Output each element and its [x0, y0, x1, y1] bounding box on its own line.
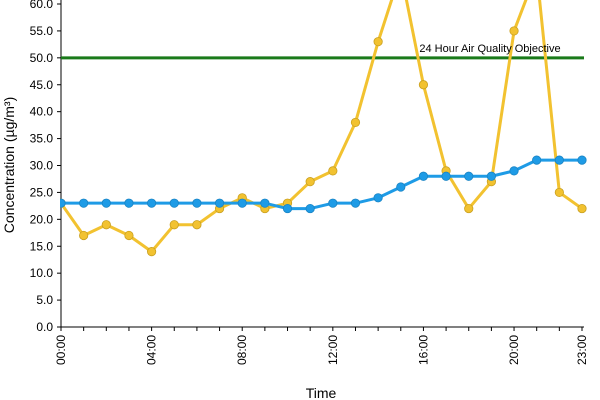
data-point	[237, 198, 247, 208]
y-tick-label: 50.0	[30, 51, 54, 65]
data-point	[101, 198, 111, 208]
y-tick-label: 20.0	[30, 212, 54, 226]
y-tick-label: 45.0	[30, 78, 54, 92]
data-point	[282, 203, 293, 214]
y-tick-label: 25.0	[30, 185, 54, 199]
data-point	[260, 198, 270, 208]
y-tick-label: 10.0	[30, 266, 54, 280]
data-point	[214, 198, 225, 208]
data-point	[532, 155, 542, 165]
x-axis-ticks: 00:00 04:00 08:00 12:00 16:00 20:00 23:00	[54, 327, 589, 365]
series-layer	[60, 0, 587, 257]
y-tick-label: 30.0	[30, 159, 54, 173]
data-point	[169, 198, 179, 208]
data-point	[79, 198, 89, 208]
data-point	[373, 37, 383, 47]
x-tick-label: 20:00	[507, 335, 521, 365]
data-point	[101, 220, 111, 230]
data-point	[147, 247, 157, 257]
y-tick-label: 15.0	[30, 239, 54, 253]
data-point	[124, 230, 134, 241]
y-tick-label: 5.0	[36, 293, 53, 307]
data-point	[418, 171, 429, 181]
y-tick-label: 40.0	[30, 105, 54, 119]
data-point	[396, 182, 406, 192]
data-point	[509, 166, 519, 176]
data-point	[79, 230, 89, 241]
data-point	[192, 198, 202, 208]
x-tick-label: 08:00	[235, 335, 249, 365]
x-tick-label: 23:00	[575, 335, 589, 365]
data-point	[124, 198, 134, 208]
data-point	[305, 177, 315, 187]
y-tick-label: 0.0	[36, 320, 53, 334]
data-point	[60, 198, 66, 208]
x-tick-label: 16:00	[416, 335, 430, 365]
data-point	[350, 198, 361, 208]
data-point	[147, 198, 157, 208]
y-axis-title: Concentration (µg/m³)	[1, 97, 17, 233]
data-point	[441, 171, 451, 181]
data-point	[418, 80, 429, 90]
data-point	[554, 155, 564, 165]
data-point	[486, 171, 496, 181]
data-point	[464, 171, 474, 181]
data-point	[509, 26, 519, 36]
data-point	[554, 187, 564, 198]
y-tick-label: 55.0	[30, 24, 54, 38]
series-line	[60, 0, 583, 254]
data-point	[328, 198, 338, 208]
y-axis-ticks: 0.0 5.0 10.0 15.0 20.0 25.0 30.0 35.0 40.0 45.0 50…	[30, 0, 61, 334]
data-point	[577, 155, 587, 165]
data-point	[464, 203, 474, 214]
data-point	[328, 166, 338, 176]
series-1	[60, 0, 587, 257]
data-point	[192, 220, 202, 230]
series-line	[61, 158, 582, 211]
data-point	[373, 193, 383, 203]
x-tick-label: 04:00	[145, 335, 159, 365]
data-point	[305, 203, 315, 214]
data-point	[169, 220, 179, 230]
x-axis-title: Time	[306, 385, 337, 400]
reference-line-label: 24 Hour Air Quality Objective	[419, 43, 560, 55]
x-tick-label: 12:00	[326, 335, 340, 365]
data-point	[577, 203, 587, 214]
x-tick-label: 00:00	[54, 335, 68, 365]
data-point	[350, 117, 361, 128]
y-tick-label: 35.0	[30, 132, 54, 146]
y-tick-label: 60.0	[30, 0, 54, 11]
series-2	[60, 155, 587, 214]
